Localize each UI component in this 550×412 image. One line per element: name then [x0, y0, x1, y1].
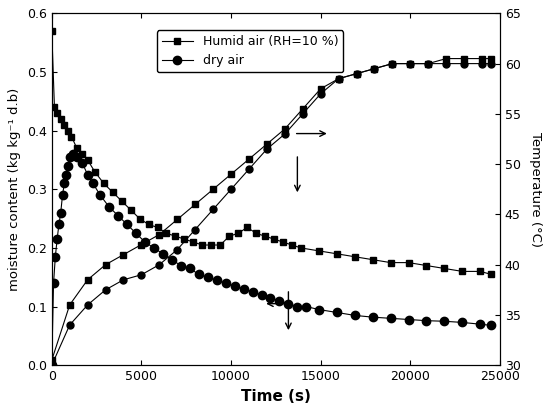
Humid air (RH=10 %)	[477, 269, 483, 274]
dry air	[258, 293, 265, 297]
Humid air (RH=10 %)	[48, 28, 55, 33]
Humid air (RH=10 %)	[405, 260, 412, 265]
Humid air (RH=10 %)	[298, 246, 304, 250]
Humid air (RH=10 %)	[289, 243, 295, 248]
Humid air (RH=10 %)	[271, 236, 277, 241]
Humid air (RH=10 %)	[199, 243, 206, 248]
Line: dry air: dry air	[48, 150, 495, 370]
Humid air (RH=10 %)	[84, 157, 91, 162]
Humid air (RH=10 %)	[51, 105, 58, 110]
Humid air (RH=10 %)	[109, 190, 116, 195]
Humid air (RH=10 %)	[441, 266, 448, 271]
Humid air (RH=10 %)	[253, 231, 260, 236]
dry air	[488, 323, 494, 328]
Humid air (RH=10 %)	[190, 240, 197, 245]
Humid air (RH=10 %)	[217, 243, 224, 248]
Line: Humid air (RH=10 %): Humid air (RH=10 %)	[49, 28, 494, 277]
Humid air (RH=10 %)	[387, 260, 394, 265]
dry air	[285, 301, 292, 306]
Humid air (RH=10 %)	[333, 251, 340, 256]
Humid air (RH=10 %)	[79, 152, 86, 157]
dry air	[48, 363, 55, 368]
Humid air (RH=10 %)	[118, 199, 125, 204]
Humid air (RH=10 %)	[136, 216, 143, 221]
dry air	[106, 204, 112, 209]
dry air	[74, 154, 80, 159]
Humid air (RH=10 %)	[154, 225, 161, 230]
Humid air (RH=10 %)	[54, 110, 60, 115]
Humid air (RH=10 %)	[145, 222, 152, 227]
X-axis label: Time (s): Time (s)	[241, 389, 311, 404]
Humid air (RH=10 %)	[128, 207, 134, 212]
Humid air (RH=10 %)	[74, 146, 80, 151]
Humid air (RH=10 %)	[351, 254, 358, 259]
Y-axis label: Temperature (°C): Temperature (°C)	[529, 132, 542, 247]
Humid air (RH=10 %)	[101, 181, 107, 186]
Humid air (RH=10 %)	[61, 122, 68, 127]
dry air	[70, 152, 76, 157]
Humid air (RH=10 %)	[64, 128, 71, 133]
Humid air (RH=10 %)	[280, 240, 287, 245]
Legend: Humid air (RH=10 %), dry air: Humid air (RH=10 %), dry air	[157, 30, 344, 73]
Humid air (RH=10 %)	[163, 231, 170, 236]
Humid air (RH=10 %)	[172, 234, 179, 239]
Humid air (RH=10 %)	[459, 269, 466, 274]
Humid air (RH=10 %)	[226, 234, 233, 239]
Humid air (RH=10 %)	[68, 134, 75, 139]
Humid air (RH=10 %)	[208, 243, 214, 248]
Humid air (RH=10 %)	[370, 257, 376, 262]
Humid air (RH=10 %)	[57, 117, 64, 122]
Humid air (RH=10 %)	[262, 234, 268, 239]
Humid air (RH=10 %)	[488, 272, 494, 277]
Humid air (RH=10 %)	[423, 263, 430, 268]
dry air	[477, 322, 483, 327]
Humid air (RH=10 %)	[235, 231, 241, 236]
Y-axis label: moisture content (kg kg⁻¹ d.b): moisture content (kg kg⁻¹ d.b)	[8, 88, 21, 291]
Humid air (RH=10 %)	[91, 169, 98, 174]
Humid air (RH=10 %)	[181, 236, 188, 241]
dry air	[97, 193, 103, 198]
Humid air (RH=10 %)	[244, 225, 250, 230]
Humid air (RH=10 %)	[316, 248, 322, 253]
